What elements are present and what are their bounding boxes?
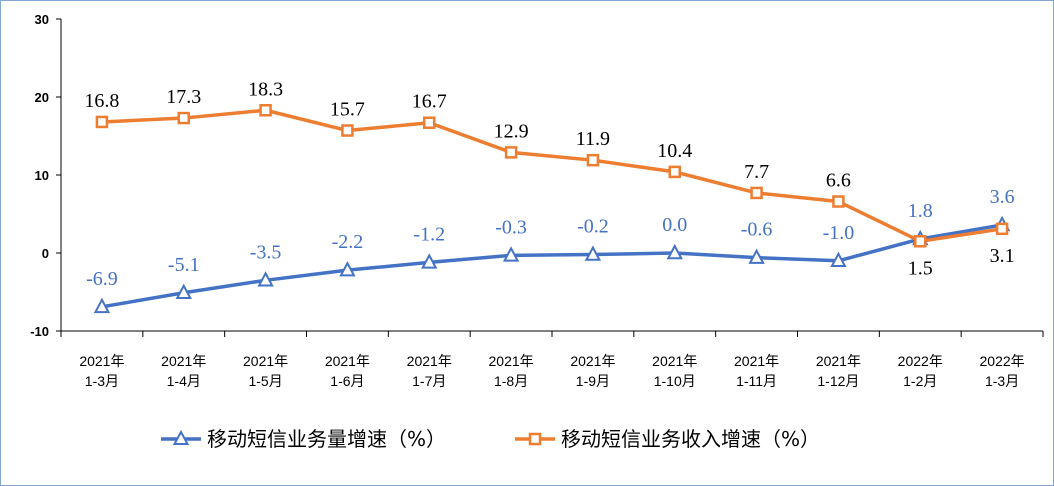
x-tick-label-year: 2021年 — [570, 353, 615, 369]
x-tick-label-period: 1-8月 — [494, 373, 528, 389]
x-tick-label-year: 2022年 — [980, 353, 1025, 369]
legend-label-1: 移动短信业务量增速（%） — [207, 427, 446, 451]
data-point-square — [832, 195, 845, 208]
x-tick-label-year: 2021年 — [161, 353, 206, 369]
data-point-square — [423, 116, 436, 129]
x-tick-label-period: 1-9月 — [576, 373, 610, 389]
x-tick-label-period: 1-2月 — [903, 373, 937, 389]
x-tick-label-year: 2021年 — [243, 353, 288, 369]
data-point-square — [95, 115, 109, 129]
data-point-triangle — [421, 253, 438, 269]
data-label-series-2: 6.6 — [826, 170, 851, 192]
data-point-triangle — [830, 251, 847, 268]
x-tick-label-period: 1-6月 — [330, 373, 364, 389]
data-label-series-1: 3.6 — [990, 186, 1015, 208]
data-label-series-1: -0.3 — [495, 216, 527, 238]
x-tick-label-year: 2021年 — [325, 353, 370, 369]
data-label-series-1: -1.0 — [823, 222, 855, 244]
data-point-square — [586, 153, 600, 167]
x-tick-label-period: 1-7月 — [412, 373, 446, 389]
data-point-triangle — [666, 243, 683, 260]
x-tick-label-period: 1-3月 — [985, 373, 1019, 389]
x-tick-label-period: 1-4月 — [167, 373, 201, 389]
x-tick-label-year: 2022年 — [898, 353, 943, 369]
data-point-square — [341, 124, 354, 137]
data-label-series-1: -5.1 — [168, 254, 200, 276]
data-label-series-2: 11.9 — [576, 128, 610, 150]
data-label-series-2: 10.4 — [657, 140, 692, 162]
x-tick-label-year: 2021年 — [816, 353, 861, 369]
series-line-2 — [101, 108, 1003, 244]
y-tick-label: 20 — [35, 90, 49, 105]
legend-marker-square — [528, 432, 542, 446]
data-point-square — [995, 222, 1009, 236]
data-point-triangle — [339, 261, 356, 277]
y-tick-label: -10 — [30, 324, 49, 339]
data-label-series-1: -1.2 — [413, 223, 445, 245]
y-tick-label: 0 — [42, 246, 49, 261]
data-label-series-2: 17.3 — [166, 86, 201, 108]
data-point-triangle — [257, 271, 274, 287]
data-label-series-1: -0.2 — [577, 216, 609, 238]
x-tick-label-year: 2021年 — [489, 353, 534, 369]
y-tick-label: 10 — [35, 168, 49, 183]
data-point-square — [668, 165, 681, 179]
data-label-series-1: -3.5 — [250, 241, 282, 263]
legend-label-2: 移动短信业务收入增速（%） — [561, 427, 820, 451]
x-tick-label-year: 2021年 — [407, 353, 452, 369]
x-tick-label-year: 2021年 — [734, 353, 779, 369]
data-point-square — [750, 186, 763, 200]
y-tick-label: 30 — [35, 12, 49, 27]
data-label-series-1: -2.2 — [332, 231, 364, 253]
x-tick-label-period: 1-12月 — [817, 373, 859, 389]
legend-marker-triangle — [172, 429, 190, 445]
data-label-series-2: 18.3 — [248, 78, 283, 100]
data-point-square — [504, 146, 518, 159]
x-tick-label-period: 1-11月 — [736, 373, 777, 389]
data-point-triangle — [175, 283, 192, 300]
series-line-1 — [101, 223, 1003, 309]
data-point-square — [914, 235, 927, 248]
data-label-series-1: 0.0 — [662, 214, 687, 236]
data-point-triangle — [584, 245, 602, 261]
x-tick-label-period: 1-10月 — [654, 373, 696, 389]
data-point-triangle — [502, 246, 520, 262]
data-label-series-2: 7.7 — [744, 161, 769, 183]
data-label-series-2: 15.7 — [330, 99, 365, 121]
data-point-square — [259, 104, 272, 117]
x-tick-label-year: 2021年 — [79, 353, 124, 369]
data-label-series-1: -0.6 — [741, 219, 773, 241]
data-label-series-2: 16.8 — [84, 90, 119, 112]
data-label-series-2: 3.1 — [990, 245, 1015, 267]
data-point-square — [177, 111, 190, 125]
data-label-series-2: 12.9 — [494, 120, 529, 142]
data-point-triangle — [93, 297, 111, 314]
x-tick-label-year: 2021年 — [652, 353, 697, 369]
x-tick-label-period: 1-3月 — [85, 373, 119, 389]
data-label-series-1: -6.9 — [86, 268, 118, 290]
data-label-series-2: 1.5 — [908, 257, 933, 279]
data-point-triangle — [748, 248, 765, 264]
x-tick-label-period: 1-5月 — [248, 373, 282, 389]
data-label-series-1: 1.8 — [908, 200, 933, 222]
data-label-series-2: 16.7 — [412, 91, 447, 113]
